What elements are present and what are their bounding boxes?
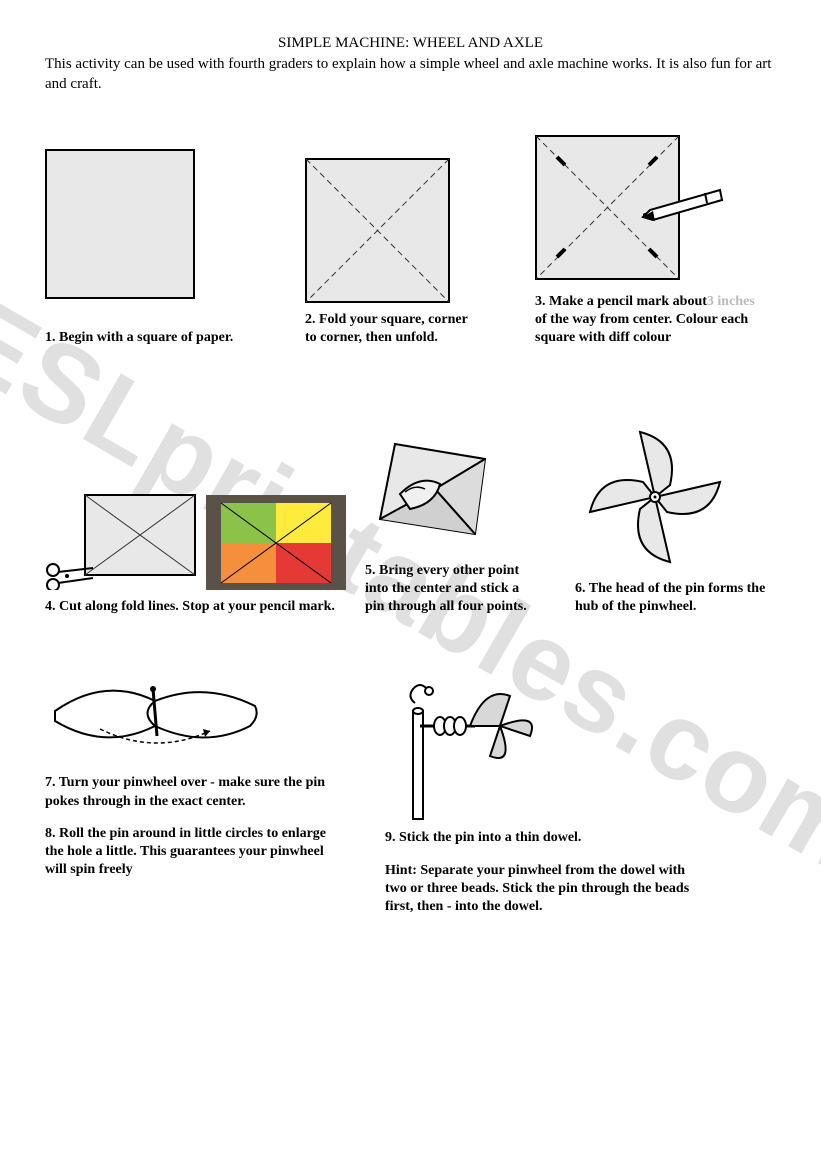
photo-colored-square: [206, 495, 346, 590]
caption-step1: 1. Begin with a square of paper.: [45, 329, 255, 347]
caption-step2: 2. Fold your square, corner to corner, t…: [305, 311, 475, 347]
diagram-step4-cut: [45, 490, 200, 590]
caption-step3-c: of the way from center. Colour each squa…: [535, 312, 748, 345]
caption-hint: Hint: Separate your pinwheel from the do…: [385, 862, 705, 917]
intro-text: This activity can be used with fourth gr…: [45, 54, 776, 95]
diagram-step6-pinwheel: [575, 422, 735, 572]
caption-step8: 8. Roll the pin around in little circles…: [45, 825, 345, 880]
diagram-step1-square: [45, 149, 195, 299]
caption-step3: 3. Make a pencil mark about3 inches of t…: [535, 293, 755, 348]
row-3: 7. Turn your pinwheel over - make sure t…: [45, 671, 776, 916]
row-1: 1. Begin with a square of paper. 2. Fold…: [45, 135, 776, 348]
diagram-step3-mark: [535, 135, 730, 285]
caption-step4: 4. Cut along fold lines. Stop at your pe…: [45, 598, 335, 616]
page-title: SIMPLE MACHINE: WHEEL AND AXLE: [45, 35, 776, 52]
diagram-step7-turnover: [45, 671, 265, 766]
caption-step5: 5. Bring every other point into the cent…: [365, 562, 540, 617]
diagram-step2-fold: [305, 158, 450, 303]
row-2: 4. Cut along fold lines. Stop at your pe…: [45, 422, 776, 616]
diagram-step9-dowel: [385, 671, 565, 821]
caption-step3-light: 3 inches: [707, 294, 755, 309]
scissors-icon: [47, 564, 93, 590]
caption-step9: 9. Stick the pin into a thin dowel.: [385, 829, 685, 847]
diagram-step5-fold-points: [365, 434, 495, 554]
caption-step3-a: 3. Make a pencil mark about: [535, 294, 707, 309]
caption-step6: 6. The head of the pin forms the hub of …: [575, 580, 770, 616]
caption-step7: 7. Turn your pinwheel over - make sure t…: [45, 774, 345, 810]
